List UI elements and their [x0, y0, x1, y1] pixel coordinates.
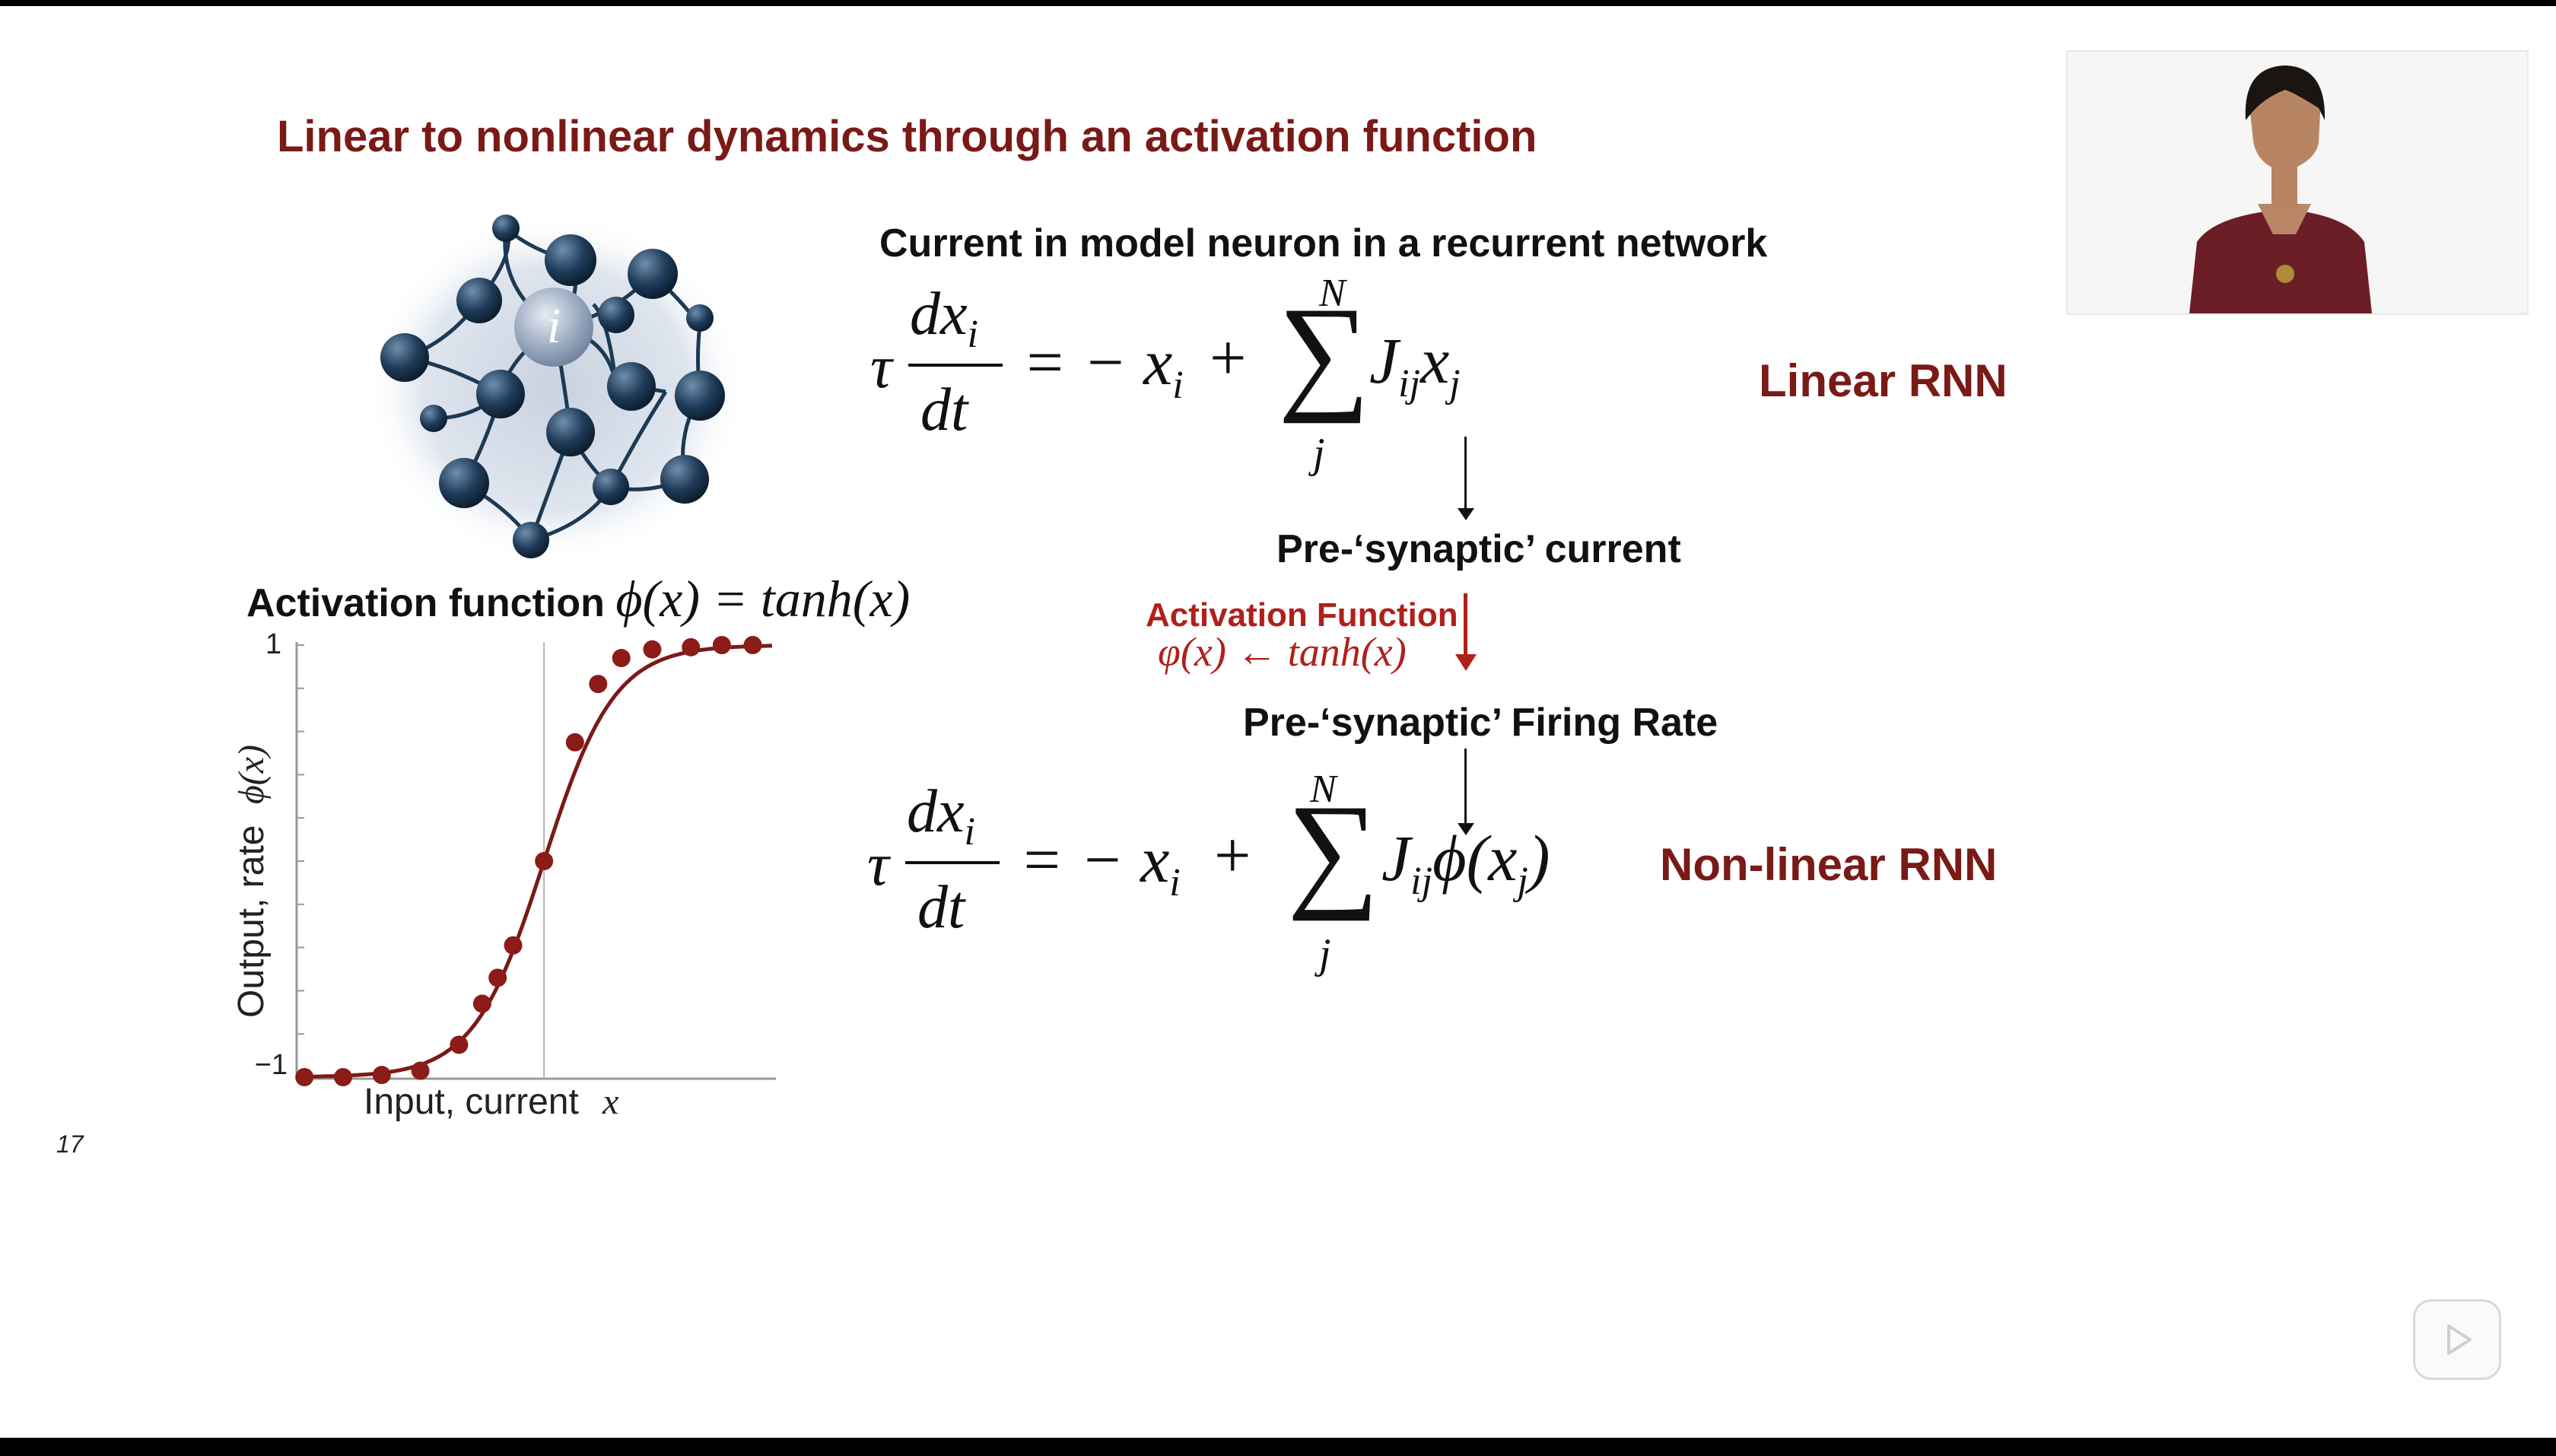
linear-rnn-label: Linear RNN	[1759, 355, 2008, 406]
J-symbol: J	[1369, 324, 1399, 397]
play-button[interactable]	[2413, 1299, 2501, 1380]
data-point	[504, 936, 523, 955]
y-axis-label-symbol: ϕ(x)	[231, 745, 272, 804]
data-point	[295, 1068, 314, 1086]
data-point	[565, 733, 584, 752]
arrow-line-2	[1464, 593, 1467, 659]
slide-title: Linear to nonlinear dynamics through an …	[277, 112, 1537, 161]
close-paren: )	[1528, 822, 1550, 895]
arrow-head-3	[1458, 823, 1474, 835]
top-letterbox	[0, 0, 2556, 6]
slide: Linear to nonlinear dynamics through an …	[0, 6, 2556, 1438]
tau-symbol: τ	[867, 831, 889, 898]
activation-label-prefix: Activation function	[246, 581, 605, 625]
minus-x-term: = − xi	[1019, 822, 1181, 905]
fraction-denominator: dt	[920, 377, 968, 443]
presynaptic-current-label: Pre-‘synaptic’ current	[1276, 527, 1681, 571]
data-point	[743, 636, 762, 654]
node-i-label: i	[547, 298, 561, 354]
numerator-text: dx	[907, 778, 965, 845]
data-point	[612, 649, 631, 668]
play-icon	[2447, 1324, 2472, 1355]
fraction-numerator: dxi	[910, 280, 978, 357]
network-illustration: i	[365, 213, 746, 563]
data-point	[372, 1066, 391, 1085]
sum-symbol: ∑	[1287, 778, 1380, 921]
sum-symbol: ∑	[1278, 281, 1371, 424]
node-i	[514, 288, 593, 367]
y-axis-label-text: Output, rate	[231, 825, 272, 1018]
numerator-sub: i	[967, 313, 978, 356]
plus-sign: +	[1214, 819, 1251, 892]
data-point	[411, 1061, 430, 1080]
activation-function-flow-label: Activation Function	[1146, 596, 1458, 634]
plus-sign: +	[1210, 321, 1247, 394]
ytick-top: 1	[265, 628, 281, 660]
activation-label-formula: ϕ(x) = tanh(x)	[615, 570, 911, 628]
equals-minus-x: = − x	[1019, 823, 1170, 896]
activation-function-label: Activation function ϕ(x) = tanh(x)	[246, 569, 910, 629]
numerator-sub: i	[964, 810, 975, 854]
arrow-line-3	[1464, 749, 1467, 828]
x-j-sub: j	[1517, 860, 1528, 904]
J-sub: ij	[1398, 362, 1421, 406]
data-point	[643, 640, 662, 659]
data-point	[450, 1035, 469, 1054]
fraction-bar	[908, 364, 1003, 367]
data-point	[488, 968, 507, 987]
sum-upper-limit: N	[1310, 768, 1337, 811]
presenter-figure	[2068, 52, 2527, 313]
presynaptic-rate-label: Pre-‘synaptic’ Firing Rate	[1243, 701, 1718, 745]
x-j-sub: j	[1449, 362, 1461, 406]
equals-minus-x: = − x	[1022, 326, 1173, 399]
bottom-letterbox	[0, 1438, 2556, 1456]
sum-upper-limit: N	[1319, 272, 1346, 315]
x-axis-label: Input, current x	[364, 1082, 618, 1122]
x-sub: i	[1172, 364, 1184, 408]
tau-symbol: τ	[870, 334, 892, 401]
sum-lower-limit: j	[1319, 930, 1331, 978]
data-point	[333, 1068, 352, 1086]
x-sub: i	[1169, 861, 1181, 905]
y-axis-label: Output, rate ϕ(x)	[231, 745, 272, 1018]
data-point	[589, 675, 608, 694]
linear-rnn-equation: τ dxi dt = − xi + N ∑ j Jijxj	[867, 272, 1552, 501]
linear-weighted-term: Jijxj	[1369, 323, 1461, 406]
J-sub: ij	[1410, 860, 1433, 904]
presenter-video[interactable]	[2066, 50, 2529, 315]
arrow-line-1	[1464, 437, 1467, 513]
data-point	[712, 636, 731, 654]
fraction-bar	[905, 861, 1000, 864]
ytick-bottom: −1	[255, 1049, 288, 1081]
nonlinear-weighted-term: Jijϕ(xj)	[1381, 820, 1550, 904]
numerator-text: dx	[910, 281, 968, 348]
data-point	[682, 637, 701, 656]
nonlinear-rnn-label: Non-linear RNN	[1660, 839, 1998, 890]
fraction-denominator: dt	[917, 874, 965, 941]
sum-lower-limit: j	[1313, 430, 1325, 477]
network-nodes: i	[380, 215, 725, 558]
x-axis-label-symbol: x	[602, 1082, 618, 1122]
activation-assign-formula: φ(x) ← tanh(x)	[1158, 629, 1407, 675]
x-symbol: x	[1420, 324, 1450, 397]
fraction-numerator: dxi	[907, 777, 975, 854]
x-axis-label-text: Input, current	[364, 1082, 579, 1122]
arrow-head-2	[1455, 654, 1477, 671]
phi-x-symbol: ϕ(x	[1432, 822, 1518, 895]
data-points	[295, 636, 762, 1086]
equations-heading: Current in model neuron in a recurrent n…	[879, 221, 1768, 265]
data-point	[535, 852, 554, 870]
nonlinear-rnn-equation: τ dxi dt = − xi + N ∑ j Jijϕ(xj)	[864, 768, 1625, 1006]
data-point	[472, 994, 491, 1013]
page-number: 17	[56, 1130, 84, 1158]
J-symbol: J	[1381, 822, 1411, 895]
tanh-chart: 1 −1 Output, rate ϕ(x) Input, current x	[231, 628, 776, 1122]
minus-x-term: = − xi	[1022, 324, 1184, 408]
arrow-head-1	[1458, 508, 1474, 520]
